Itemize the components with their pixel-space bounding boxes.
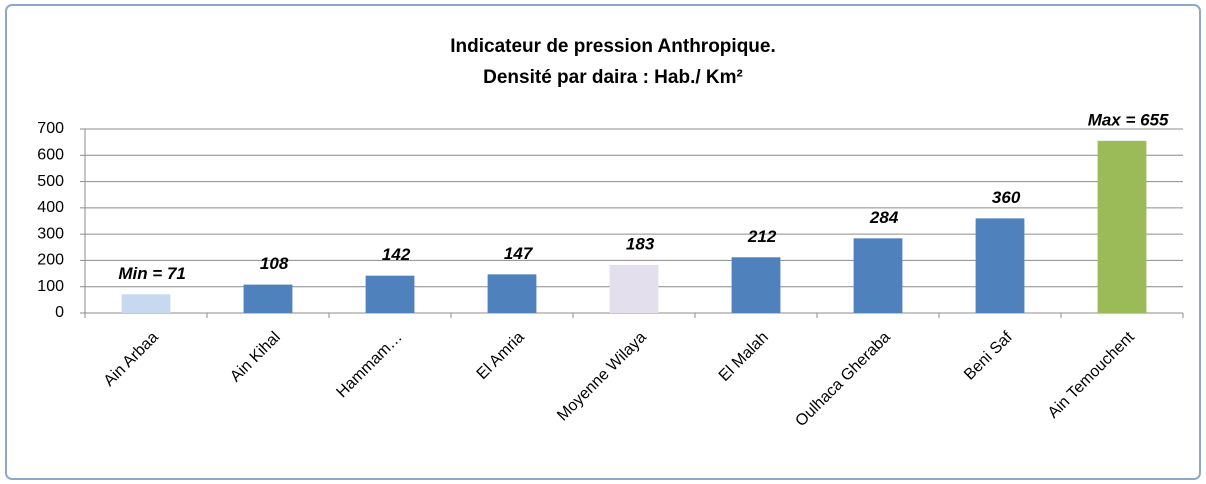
bar (975, 218, 1025, 313)
bar (121, 294, 171, 313)
data-label: 360 (992, 188, 1021, 207)
bar (487, 274, 537, 313)
bar (609, 264, 659, 313)
y-tick-label: 600 (37, 147, 64, 164)
chart-title: Indicateur de pression Anthropique. (450, 36, 776, 57)
data-label: 108 (260, 254, 289, 273)
chart-title: Densité par daira : Hab./ Km² (483, 67, 743, 88)
data-label: Min = 71 (118, 264, 186, 283)
chart-frame (5, 4, 1201, 480)
y-tick-label: 500 (37, 173, 64, 190)
bar (243, 284, 293, 313)
data-label: 147 (504, 244, 534, 263)
data-label: 142 (382, 245, 411, 264)
bar (1097, 140, 1147, 313)
y-tick-label: 400 (37, 199, 64, 216)
y-tick-label: 100 (37, 278, 64, 295)
y-tick-label: 200 (37, 252, 64, 269)
bar (853, 238, 903, 313)
bar (365, 275, 415, 313)
data-label: 183 (626, 234, 655, 253)
y-tick-label: 0 (55, 304, 64, 321)
data-label: 284 (869, 208, 899, 227)
y-tick-label: 300 (37, 225, 64, 242)
data-label: 212 (747, 227, 777, 246)
data-label: Max = 655 (1088, 110, 1169, 129)
bar (731, 257, 781, 313)
y-tick-label: 700 (37, 120, 64, 137)
